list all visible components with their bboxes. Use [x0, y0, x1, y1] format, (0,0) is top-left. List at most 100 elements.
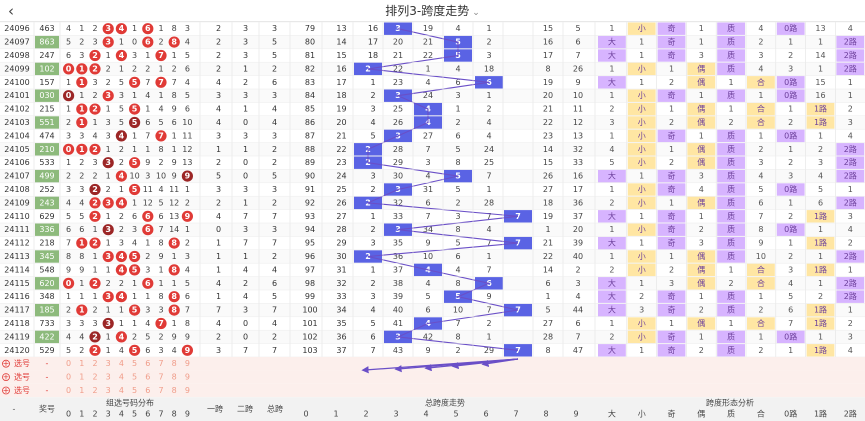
form-hit-bg — [806, 317, 835, 330]
span-cell: 0 — [243, 172, 248, 181]
prize-digit-ball — [142, 210, 154, 222]
form-miss: 2 — [758, 38, 763, 47]
span-miss-cell: 22 — [543, 252, 553, 261]
prize-digit: 9 — [185, 172, 191, 181]
span-miss-cell: 7 — [425, 212, 430, 221]
miss-count: 1 — [185, 185, 190, 194]
span-miss-cell: 15 — [543, 158, 553, 167]
form-miss: 1 — [669, 319, 674, 328]
issue-cell: 24099 — [4, 64, 29, 73]
form-hit: 0路 — [784, 331, 797, 341]
miss-count: 3 — [79, 51, 84, 60]
span-miss-cell: 3 — [425, 158, 430, 167]
form-miss: 3 — [788, 172, 793, 181]
span-miss-cell: 28 — [393, 145, 403, 154]
miss-count: 4 — [185, 78, 190, 87]
prize-cell: 336 — [39, 225, 54, 234]
prize-cell: 030 — [39, 91, 54, 100]
span-miss: 1 — [370, 265, 375, 274]
prize-digit: 4 — [119, 265, 125, 274]
form-miss: 2 — [758, 145, 763, 154]
form-hit-bg — [747, 317, 775, 330]
form-hit-bg — [836, 250, 865, 263]
form-hit-bg — [598, 344, 626, 357]
form-hit: 大 — [608, 50, 616, 60]
span-cell: 1 — [243, 64, 248, 73]
form-hit: 大 — [608, 211, 616, 221]
span-miss-cell: 2 — [486, 319, 491, 328]
span-miss: 22 — [336, 145, 346, 154]
span-miss: 2 — [370, 279, 375, 288]
span-miss-cell: 5 — [575, 24, 580, 33]
span-miss-cell: 27 — [543, 185, 553, 194]
dist-digit-header: 9 — [185, 410, 190, 419]
miss-count: 6 — [66, 225, 71, 234]
issue-cell: 24115 — [4, 279, 29, 288]
miss-count: 6 — [132, 212, 137, 221]
miss-count: 2 — [79, 172, 84, 181]
span-miss-cell: 6 — [425, 198, 430, 207]
miss-count: 1 — [92, 292, 97, 301]
prize-cell: 620 — [39, 279, 54, 288]
miss-count: 2 — [132, 64, 137, 73]
page-title[interactable]: 排列3-跨度走势 ⌄ — [0, 3, 865, 21]
miss-count: 2 — [119, 212, 124, 221]
miss-count: 3 — [92, 158, 97, 167]
span-miss-cell: 14 — [543, 145, 553, 154]
form-hit-bg — [717, 303, 745, 317]
plus-circle-icon[interactable] — [2, 386, 10, 395]
form-hit-bg — [717, 210, 745, 223]
form-miss: 3 — [788, 265, 793, 274]
span-cell: 3 — [216, 91, 221, 100]
form-hit-bg — [657, 344, 686, 357]
miss-count: 2 — [92, 91, 97, 100]
miss-count: 4 — [172, 346, 177, 355]
form-miss: 1 — [758, 91, 763, 100]
span-miss-cell: 1 — [486, 91, 491, 100]
chevron-down-icon[interactable]: ⌄ — [472, 8, 480, 18]
span-miss-cell: 2 — [486, 105, 491, 114]
miss-count: 13 — [182, 158, 192, 167]
form-hit-bg — [657, 210, 686, 223]
miss-count: 1 — [79, 24, 84, 33]
prize-bg — [35, 330, 59, 344]
span-miss-cell: 47 — [573, 346, 583, 355]
span-miss: 13 — [336, 24, 346, 33]
span-miss-cell: 37 — [573, 212, 583, 221]
form-miss: 1 — [699, 212, 704, 221]
form-hit-bg — [717, 223, 745, 236]
form-miss: 4 — [699, 185, 704, 194]
prize-digit: 7 — [158, 131, 164, 140]
dist-digit-header: 6 — [145, 410, 150, 419]
form-miss: 3 — [788, 64, 793, 73]
plus-circle-icon[interactable] — [2, 359, 10, 368]
back-arrow-icon[interactable]: ‹ — [8, 2, 14, 20]
pick-digit-0: 0 — [66, 386, 71, 395]
prize-digit-ball — [129, 183, 141, 196]
form-miss: 2 — [669, 78, 674, 87]
form-hit: 小 — [638, 332, 646, 341]
prize-digit-ball — [89, 331, 101, 343]
span-miss-cell: 25 — [393, 105, 403, 114]
span-miss-cell: 17 — [543, 51, 553, 60]
span-miss-cell: 4 — [486, 118, 491, 127]
miss-count: 9 — [172, 158, 177, 167]
form-hit: 1路 — [814, 318, 827, 328]
form-hit-bg — [776, 129, 805, 143]
miss-count: 6 — [172, 118, 177, 127]
pick-digit-2: 2 — [92, 373, 97, 382]
miss-count: 1 — [172, 252, 177, 261]
form-hit-bg — [627, 183, 656, 196]
form-hit: 质 — [727, 251, 735, 261]
span-miss: 5 — [370, 131, 375, 140]
miss-count: 1 — [132, 319, 137, 328]
span-cell: 4 — [216, 118, 221, 127]
span-miss-cell: 1 — [545, 292, 550, 301]
trend-label: 总跨度走势 — [425, 398, 465, 408]
span-miss: 3 — [370, 239, 375, 248]
span-miss-cell: 7 — [486, 306, 491, 315]
prize-cell: 247 — [39, 51, 54, 60]
span-cell: 1 — [216, 292, 221, 301]
plus-circle-icon[interactable] — [2, 373, 10, 382]
span-miss: 88 — [305, 145, 315, 154]
